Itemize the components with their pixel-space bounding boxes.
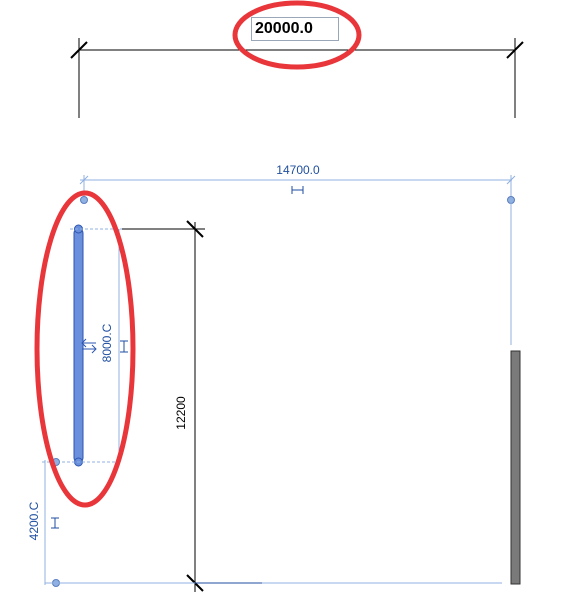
flip-arrows-icon[interactable] bbox=[81, 338, 97, 354]
dimension-8000[interactable]: 8000.C bbox=[100, 229, 128, 462]
dimension-value-input[interactable] bbox=[251, 17, 339, 41]
dimension-4200[interactable]: 4200.C bbox=[27, 460, 59, 585]
highlight-ellipse-top-dimension bbox=[232, 0, 362, 70]
dimension-4200-text-drag-icon[interactable] bbox=[51, 517, 59, 529]
dimension-8000-label: 8000.C bbox=[100, 323, 114, 362]
dimension-4200-label: 4200.C bbox=[27, 501, 41, 540]
grip-top-right[interactable] bbox=[507, 196, 515, 204]
top-dimension[interactable] bbox=[70, 38, 524, 118]
dimension-12200-label: 12200 bbox=[174, 396, 188, 430]
dimension-14700-label: 14700.0 bbox=[276, 163, 320, 177]
dimension-14700-tick-right bbox=[506, 175, 516, 185]
top-dimension-tick-left bbox=[70, 41, 88, 59]
grip-top-left[interactable] bbox=[80, 196, 88, 204]
dimension-12200[interactable]: 12200 bbox=[122, 220, 205, 592]
dimension-14700-tick-left bbox=[79, 175, 89, 185]
top-dimension-tick-right bbox=[506, 41, 524, 59]
wall-element[interactable] bbox=[510, 350, 521, 585]
dimension-12200-tick-top bbox=[186, 220, 204, 238]
selected-element-body bbox=[73, 228, 84, 463]
highlight-ellipse-selected-element bbox=[34, 190, 136, 508]
dimension-8000-text-drag-icon[interactable] bbox=[120, 340, 128, 353]
selected-element[interactable] bbox=[73, 224, 97, 467]
dimension-14700[interactable]: 14700.0 bbox=[79, 163, 516, 200]
dimension-14700-text-drag-icon[interactable] bbox=[291, 186, 304, 194]
